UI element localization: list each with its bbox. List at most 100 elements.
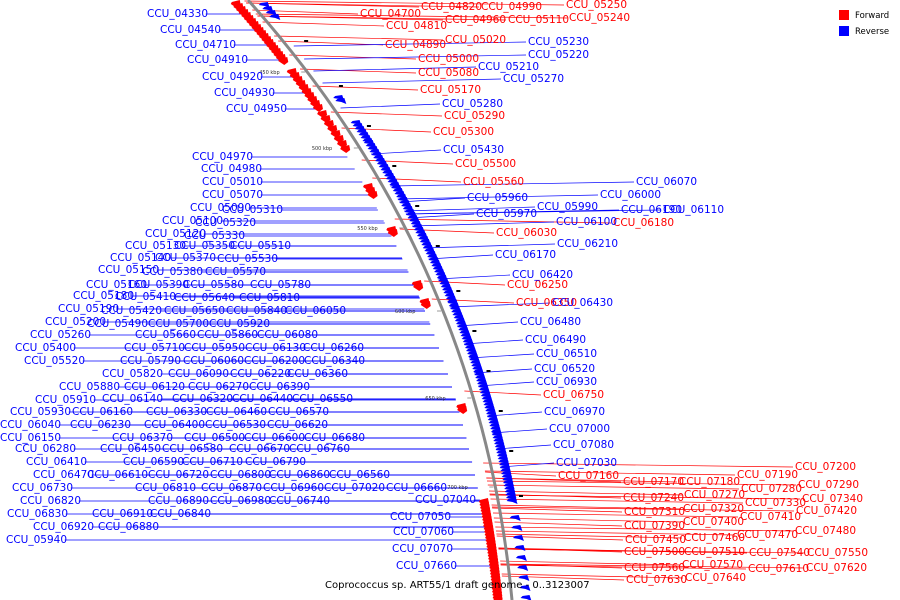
forward-connector	[289, 54, 417, 60]
reverse-gene-label: CCU_06510	[536, 348, 597, 360]
reverse-gene-label: CCU_06360	[287, 368, 348, 380]
reverse-gene-feature	[269, 14, 281, 20]
reverse-gene-label: CCU_06610	[87, 469, 148, 481]
reverse-gene-label: CCU_07030	[556, 457, 617, 469]
forward-gene-label: CCU_07200	[795, 461, 856, 473]
forward-connector	[483, 462, 794, 468]
reverse-gene-label: CCU_05970	[476, 208, 537, 220]
forward-gene-label: CCU_05080	[418, 67, 479, 79]
reverse-gene-label: CCU_06560	[329, 469, 390, 481]
reverse-gene-label: CCU_05320	[195, 217, 256, 229]
reverse-gene-label: CCU_06110	[663, 204, 724, 216]
reverse-gene-label: CCU_05960	[467, 192, 528, 204]
reverse-gene-label: CCU_06140	[102, 393, 163, 405]
forward-connector	[492, 512, 739, 518]
legend-forward-swatch	[839, 10, 849, 20]
reverse-gene-label: CCU_05860	[197, 329, 258, 341]
reverse-connector	[390, 181, 635, 187]
reverse-connector	[408, 213, 475, 219]
forward-gene-label: CCU_05290	[444, 110, 505, 122]
reverse-gene-label: CCU_06880	[98, 521, 159, 533]
reverse-gene-label: CCU_05580	[183, 279, 244, 291]
forward-connector	[255, 13, 568, 19]
reverse-gene-label: CCU_07080	[553, 439, 614, 451]
forward-gene-label: CCU_07570	[682, 559, 743, 571]
contig-marker	[456, 290, 461, 292]
reverse-gene-label: CCU_06500	[184, 432, 245, 444]
forward-gene-label: CCU_06750	[543, 389, 604, 401]
forward-connector	[464, 390, 542, 396]
scale-tick-label: 650 kbp	[425, 396, 445, 402]
reverse-gene-feature	[512, 535, 524, 541]
reverse-gene-label: CCU_06400	[144, 419, 205, 431]
reverse-gene-label: CCU_06530	[205, 419, 266, 431]
legend-reverse-swatch	[839, 26, 849, 36]
forward-gene-feature	[312, 104, 323, 112]
forward-gene-label: CCU_07310	[624, 506, 685, 518]
reverse-gene-label: CCU_06470	[33, 469, 94, 481]
forward-gene-label: CCU_06250	[507, 279, 568, 291]
reverse-gene-label: CCU_07050	[390, 511, 451, 523]
reverse-gene-label: CCU_05920	[209, 318, 270, 330]
forward-gene-feature	[317, 110, 328, 118]
reverse-gene-label: CCU_07070	[392, 543, 453, 555]
reverse-gene-label: CCU_05160	[86, 279, 147, 291]
reverse-connector	[428, 254, 494, 260]
reverse-gene-label: CCU_05640	[174, 292, 235, 304]
reverse-gene-feature	[517, 565, 529, 571]
forward-gene-label: CCU_07610	[748, 563, 809, 575]
forward-gene-label: CCU_07630	[626, 574, 687, 586]
forward-connector	[372, 177, 462, 183]
forward-gene-label: CCU_07620	[806, 562, 867, 574]
reverse-gene-label: CCU_05120	[145, 228, 206, 240]
forward-connector	[501, 573, 684, 579]
reverse-gene-label: CCU_06210	[557, 238, 618, 250]
reverse-gene-label: CCU_04930	[214, 87, 275, 99]
forward-connector	[312, 85, 419, 91]
forward-gene-feature	[333, 135, 344, 143]
reverse-gene-label: CCU_06830	[7, 508, 68, 520]
reverse-gene-label: CCU_06660	[386, 482, 447, 494]
reverse-connector	[423, 243, 556, 249]
forward-gene-feature	[493, 597, 503, 600]
reverse-gene-label: CCU_06790	[245, 456, 306, 468]
reverse-gene-feature	[265, 10, 277, 16]
forward-connector	[394, 218, 612, 224]
forward-connector	[431, 298, 515, 304]
forward-connector	[496, 533, 683, 539]
reverse-gene-label: CCU_06040	[0, 419, 61, 431]
forward-connector	[495, 526, 794, 532]
scale-tick-label: 450 kbp	[259, 70, 279, 76]
reverse-gene-label: CCU_06820	[20, 495, 81, 507]
reverse-gene-label: CCU_05840	[226, 305, 287, 317]
reverse-gene-label: CCU_06520	[534, 363, 595, 375]
reverse-gene-label: CCU_05490	[87, 318, 148, 330]
forward-connector	[484, 470, 736, 476]
reverse-gene-label: CCU_05260	[30, 329, 91, 341]
reverse-gene-label: CCU_05350	[174, 240, 235, 252]
forward-gene-label: CCU_06030	[496, 227, 557, 239]
reverse-gene-label: CCU_06710	[182, 456, 243, 468]
reverse-connector	[340, 103, 441, 109]
reverse-gene-label: CCU_05100	[162, 215, 223, 227]
forward-connector	[257, 15, 507, 21]
reverse-connector	[437, 274, 511, 280]
forward-gene-label: CCU_06180	[613, 217, 674, 229]
reverse-gene-feature	[515, 555, 527, 561]
reverse-gene-label: CCU_06970	[544, 406, 605, 418]
reverse-gene-label: CCU_05090	[190, 202, 251, 214]
forward-gene-label: CCU_05500	[455, 158, 516, 170]
forward-gene-label: CCU_05170	[420, 84, 481, 96]
reverse-gene-label: CCU_06200	[244, 355, 305, 367]
reverse-gene-label: CCU_06620	[267, 419, 328, 431]
forward-connector	[262, 21, 385, 27]
reverse-gene-label: CCU_06440	[232, 393, 293, 405]
forward-connector	[495, 530, 736, 536]
reverse-gene-label: CCU_05390	[128, 279, 189, 291]
reverse-gene-label: CCU_05010	[202, 176, 263, 188]
forward-gene-feature	[330, 130, 341, 138]
reverse-gene-label: CCU_06730	[12, 482, 73, 494]
reverse-gene-label: CCU_06590	[123, 456, 184, 468]
forward-connector	[361, 159, 454, 165]
reverse-connector	[412, 221, 555, 227]
